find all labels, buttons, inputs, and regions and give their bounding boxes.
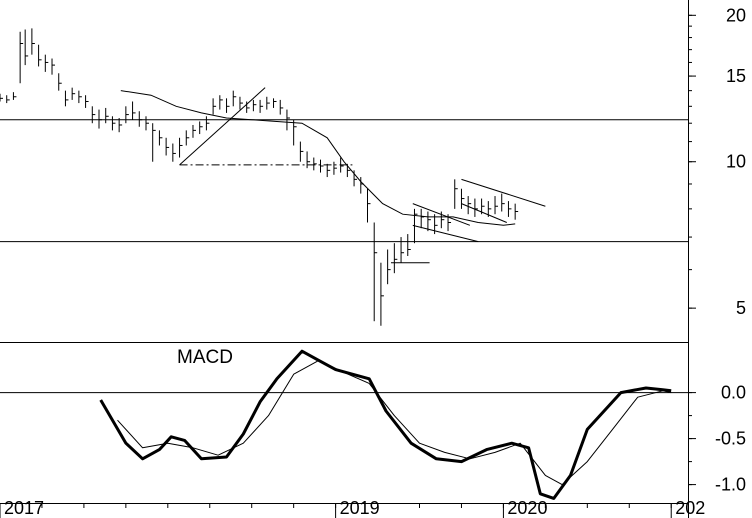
price-bar xyxy=(38,44,42,67)
price-bar xyxy=(420,208,425,229)
price-bar xyxy=(0,93,3,102)
macd-title: MACD xyxy=(177,347,233,368)
price-y-tick-label: 15 xyxy=(726,66,746,86)
x-tick-label: 2020 xyxy=(507,498,547,518)
price-bar xyxy=(232,90,237,107)
price-bar xyxy=(501,193,505,212)
macd-y-tick-label: -1.0 xyxy=(715,475,746,495)
price-y-tick-label: 5 xyxy=(736,298,746,318)
x-tick-label: 2017 xyxy=(4,498,44,518)
price-bar xyxy=(58,73,62,91)
price-bar xyxy=(226,98,230,113)
price-bar xyxy=(138,111,143,127)
macd-signal-line xyxy=(117,359,672,486)
trend-line-4 xyxy=(412,203,471,226)
price-bar xyxy=(326,163,331,178)
price-bar xyxy=(64,90,69,107)
price-bar xyxy=(132,101,136,120)
price-bar xyxy=(192,124,196,138)
price-bar xyxy=(158,130,163,146)
price-bar xyxy=(353,170,358,187)
price-bar xyxy=(71,87,76,100)
price-bar xyxy=(427,211,431,232)
price-bar xyxy=(273,98,277,108)
macd-line xyxy=(99,349,672,500)
price-bar xyxy=(152,123,156,162)
price-bar xyxy=(118,117,123,133)
price-bar xyxy=(179,137,183,158)
price-bar xyxy=(387,249,391,285)
trend-line-1 xyxy=(179,87,266,166)
price-bar xyxy=(293,119,297,146)
price-bar xyxy=(373,222,378,322)
trend-line-6 xyxy=(461,178,546,207)
price-bar xyxy=(219,95,223,110)
price-bar xyxy=(105,107,109,124)
price-bar xyxy=(165,137,170,156)
trend-line-7 xyxy=(461,203,507,223)
price-bar xyxy=(31,28,35,55)
price-bar xyxy=(19,31,24,84)
price-y-tick-label: 20 xyxy=(726,5,746,25)
price-bar xyxy=(266,96,270,110)
price-bar xyxy=(380,262,384,326)
price-panel: 20 15 10 5 xyxy=(0,5,746,326)
price-bar xyxy=(6,95,10,104)
trend-line-5 xyxy=(412,224,479,243)
price-bar xyxy=(454,179,458,209)
price-y-tick-label: 10 xyxy=(726,152,746,172)
x-tick-label: 202 xyxy=(675,498,705,518)
price-bar xyxy=(172,143,176,162)
price-bar xyxy=(494,196,499,215)
price-bar xyxy=(440,211,445,229)
price-bar xyxy=(286,109,290,131)
price-bar xyxy=(467,196,472,215)
price-bar xyxy=(24,29,29,66)
price-bar xyxy=(514,203,519,220)
price-bar xyxy=(407,234,411,256)
macd-panel: MACD 0.0 -0.5 -1.0 xyxy=(0,347,746,500)
price-bar xyxy=(205,116,210,131)
x-tick-label: 2019 xyxy=(340,498,380,518)
price-bar xyxy=(313,157,317,171)
price-bar xyxy=(333,161,337,175)
price-bar xyxy=(185,130,190,146)
price-bar xyxy=(85,95,89,108)
price-bar xyxy=(507,201,512,217)
price-bar xyxy=(474,198,478,217)
macd-y-tick-label: -0.5 xyxy=(715,429,746,449)
price-bar xyxy=(279,99,284,115)
price-bar xyxy=(239,96,243,110)
macd-y-tick-label: 0.0 xyxy=(721,383,746,403)
chart-frame: 2017 2019 2020 202 xyxy=(0,0,705,518)
price-bar xyxy=(259,99,264,113)
price-bar xyxy=(306,151,311,169)
price-bar xyxy=(111,116,116,131)
price-bar xyxy=(320,159,324,173)
price-bar xyxy=(145,116,149,131)
price-bar xyxy=(366,188,371,223)
price-bar xyxy=(12,92,17,100)
price-bar xyxy=(125,106,129,124)
price-bar xyxy=(212,98,217,115)
price-bar xyxy=(44,54,49,72)
price-bar xyxy=(299,141,304,162)
moving-average-line xyxy=(120,90,516,226)
price-bar xyxy=(51,58,56,75)
price-bar xyxy=(400,237,405,263)
price-bar xyxy=(78,90,82,104)
price-bar xyxy=(91,106,96,124)
price-bar xyxy=(252,99,257,112)
price-bar xyxy=(460,188,465,209)
price-bar xyxy=(360,177,364,194)
price-bar xyxy=(393,243,398,274)
price-bar xyxy=(199,121,203,135)
price-bar xyxy=(246,101,250,113)
price-bar xyxy=(98,109,103,129)
